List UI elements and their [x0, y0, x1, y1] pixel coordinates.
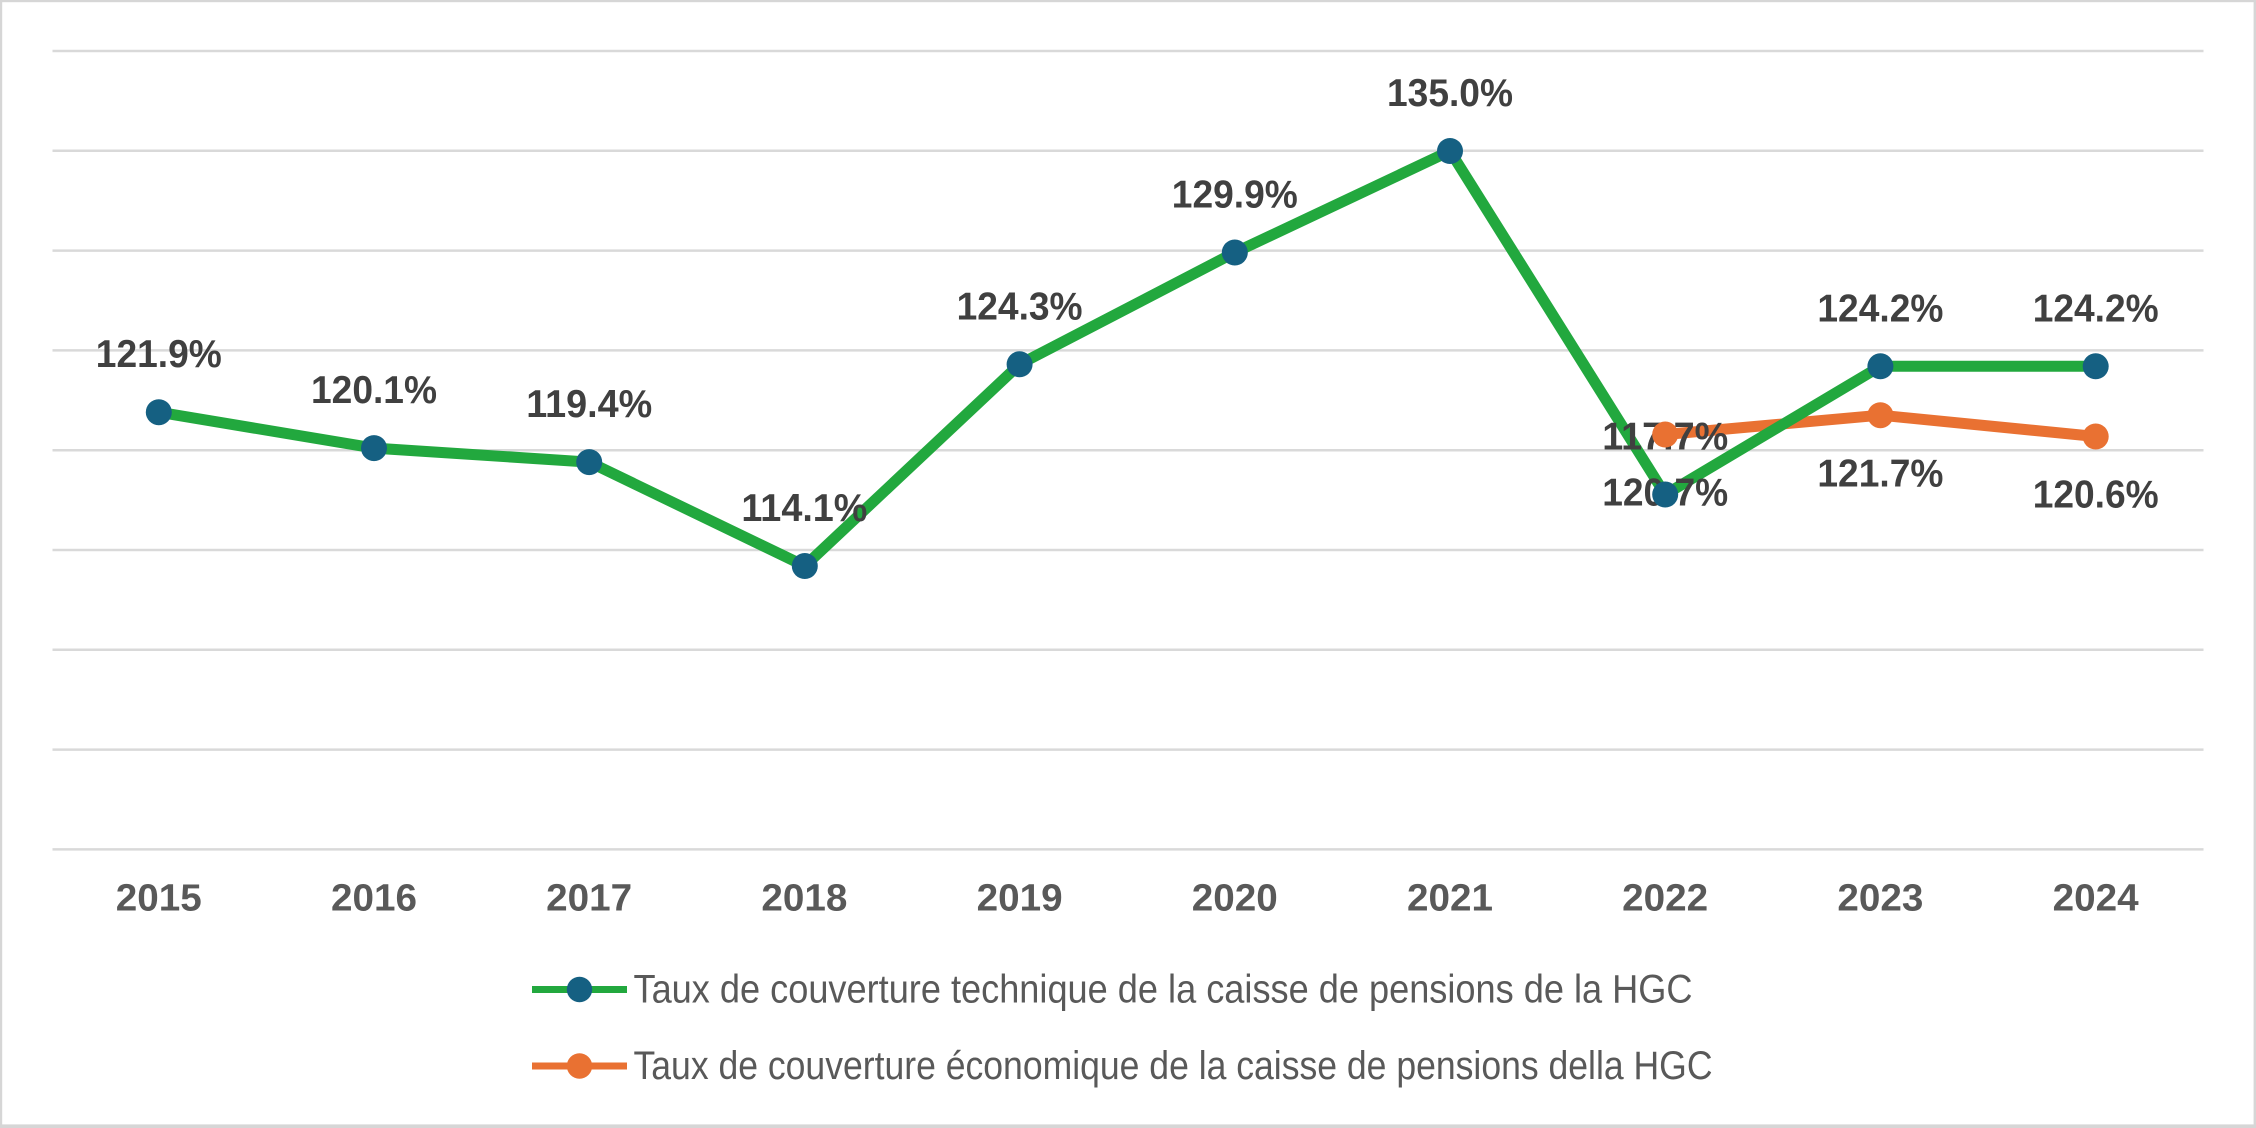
svg-text:2023: 2023	[1837, 877, 1923, 919]
svg-text:2018: 2018	[761, 877, 847, 919]
svg-text:2024: 2024	[2053, 877, 2139, 919]
svg-text:2022: 2022	[1622, 877, 1708, 919]
svg-text:121.9%: 121.9%	[96, 333, 222, 376]
svg-text:121.7%: 121.7%	[1817, 452, 1943, 495]
svg-text:2019: 2019	[977, 877, 1063, 919]
svg-text:114.1%: 114.1%	[741, 487, 867, 530]
svg-text:2021: 2021	[1407, 877, 1493, 919]
svg-text:2017: 2017	[546, 877, 632, 919]
svg-text:129.9%: 129.9%	[1172, 174, 1298, 217]
svg-text:135.0%: 135.0%	[1387, 72, 1513, 115]
svg-text:124.3%: 124.3%	[957, 285, 1083, 328]
svg-text:Taux de couverture technique d: Taux de couverture technique de la caiss…	[634, 968, 1693, 1012]
svg-text:Taux de couverture économique: Taux de couverture économique de la cais…	[634, 1044, 1713, 1088]
svg-text:124.2%: 124.2%	[1817, 287, 1943, 330]
svg-text:119.4%: 119.4%	[526, 383, 652, 426]
svg-text:2015: 2015	[116, 877, 202, 919]
svg-text:124.2%: 124.2%	[2033, 287, 2159, 330]
svg-text:2020: 2020	[1192, 877, 1278, 919]
svg-text:120.1%: 120.1%	[311, 369, 437, 412]
svg-text:2016: 2016	[331, 877, 417, 919]
svg-text:120.6%: 120.6%	[2033, 474, 2159, 517]
